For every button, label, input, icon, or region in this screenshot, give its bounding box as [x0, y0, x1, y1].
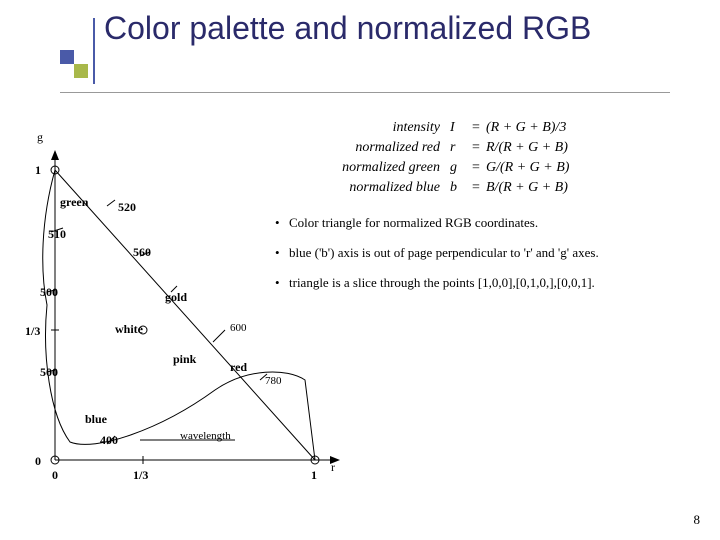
y-tick-0: 0	[35, 454, 41, 469]
page-number: 8	[694, 512, 701, 528]
title-underline	[60, 92, 670, 93]
annotation-green: green	[60, 195, 88, 210]
x-tick-1: 1	[311, 468, 317, 483]
accent-square-2	[74, 64, 88, 78]
x-tick-0: 0	[52, 468, 58, 483]
annotation-510: 510	[48, 227, 66, 242]
annotation-white: white	[115, 322, 143, 337]
annotation-520: 520	[118, 200, 136, 215]
title-accent	[60, 18, 100, 89]
annotation-pink: pink	[173, 352, 196, 367]
annotation-500: 500	[40, 365, 58, 380]
x-axis-label: r	[331, 460, 335, 475]
diagram-svg	[15, 130, 355, 510]
y-tick-1: 1	[35, 163, 41, 178]
x-tick-1-3-label: 1/3	[133, 468, 148, 483]
annotation-780: 780	[265, 375, 282, 387]
y-axis-label: g	[37, 130, 43, 145]
annotation-560: 560	[133, 245, 151, 260]
annotation-500: 500	[40, 285, 58, 300]
accent-square-1	[60, 50, 74, 64]
annotation-400: 400	[100, 433, 118, 448]
slide-title: Color palette and normalized RGB	[104, 10, 680, 47]
color-triangle-diagram: g r 1 1/3 0 0 1/3 1 green 520 510 560 500 gol…	[15, 130, 355, 510]
title-block: Color palette and normalized RGB	[60, 10, 680, 47]
y-tick-1-3-label: 1/3	[25, 324, 40, 339]
annotation-gold: gold	[165, 290, 187, 305]
spectral-curve	[43, 170, 315, 460]
annotation-red: red	[230, 360, 247, 375]
annotation-600: 600	[230, 322, 247, 334]
annotation-blue: blue	[85, 412, 107, 427]
y-axis-arrow	[51, 150, 59, 160]
annotation-wavelength: wavelength	[180, 430, 231, 442]
